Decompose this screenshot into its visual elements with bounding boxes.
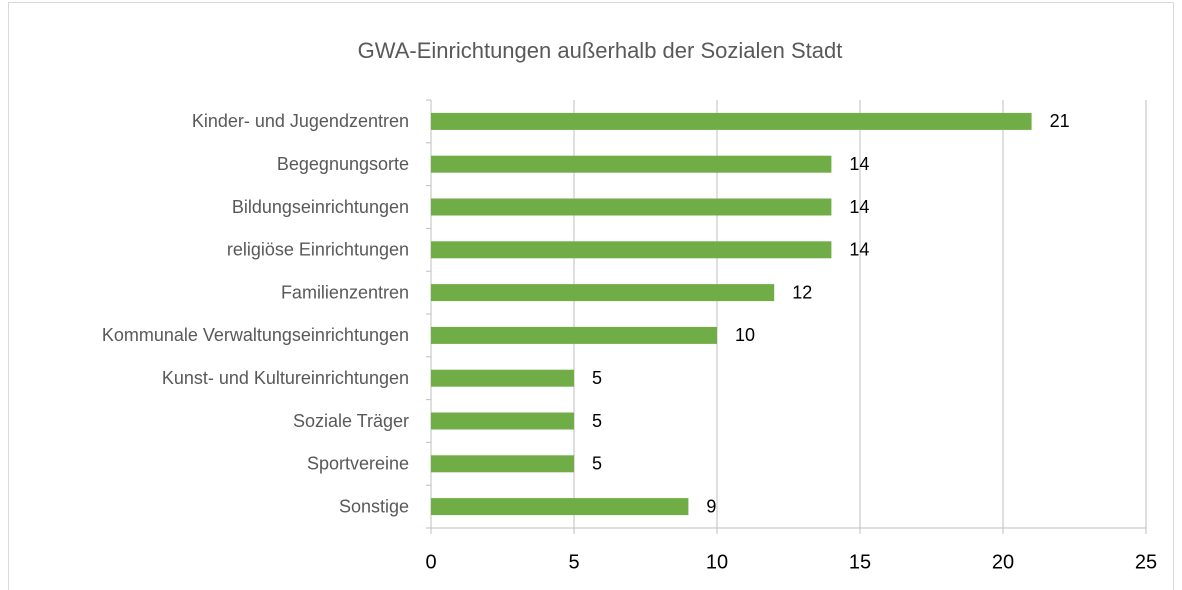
data-label: 12: [792, 282, 812, 302]
x-tick-label: 15: [849, 551, 871, 573]
bar: [431, 369, 574, 387]
data-label: 14: [849, 154, 869, 174]
data-label: 5: [592, 368, 602, 388]
bar: [431, 198, 832, 216]
bar: [431, 412, 574, 430]
data-label: 10: [735, 325, 755, 345]
bar: [431, 112, 1032, 130]
y-tick-label: Kinder- und Jugendzentren: [192, 111, 409, 131]
data-label: 14: [849, 240, 869, 260]
y-tick-label: Kommunale Verwaltungseinrichtungen: [102, 325, 409, 345]
y-tick-label: religiöse Einrichtungen: [227, 240, 409, 260]
bar: [431, 455, 574, 473]
chart-title: GWA-Einrichtungen außerhalb der Sozialen…: [358, 38, 843, 63]
y-tick-label: Sportvereine: [307, 454, 409, 474]
bar: [431, 241, 832, 259]
data-label: 5: [592, 454, 602, 474]
data-label: 5: [592, 411, 602, 431]
bar: [431, 498, 689, 516]
x-tick-label: 10: [706, 551, 728, 573]
data-label: 21: [1050, 111, 1070, 131]
y-tick-label: Sonstige: [339, 496, 409, 516]
y-tick-label: Soziale Träger: [293, 411, 409, 431]
data-label: 9: [706, 496, 716, 516]
x-tick-label: 0: [425, 551, 436, 573]
data-label: 14: [849, 197, 869, 217]
y-tick-label: Bildungseinrichtungen: [232, 197, 409, 217]
y-tick-label: Familienzentren: [281, 282, 409, 302]
bar: [431, 326, 717, 344]
x-tick-label: 20: [992, 551, 1014, 573]
bar: [431, 155, 832, 173]
y-tick-label: Kunst- und Kultureinrichtungen: [162, 368, 409, 388]
bar: [431, 284, 775, 302]
x-tick-label: 25: [1135, 551, 1157, 573]
x-tick-label: 5: [568, 551, 579, 573]
y-tick-label: Begegnungsorte: [277, 154, 409, 174]
